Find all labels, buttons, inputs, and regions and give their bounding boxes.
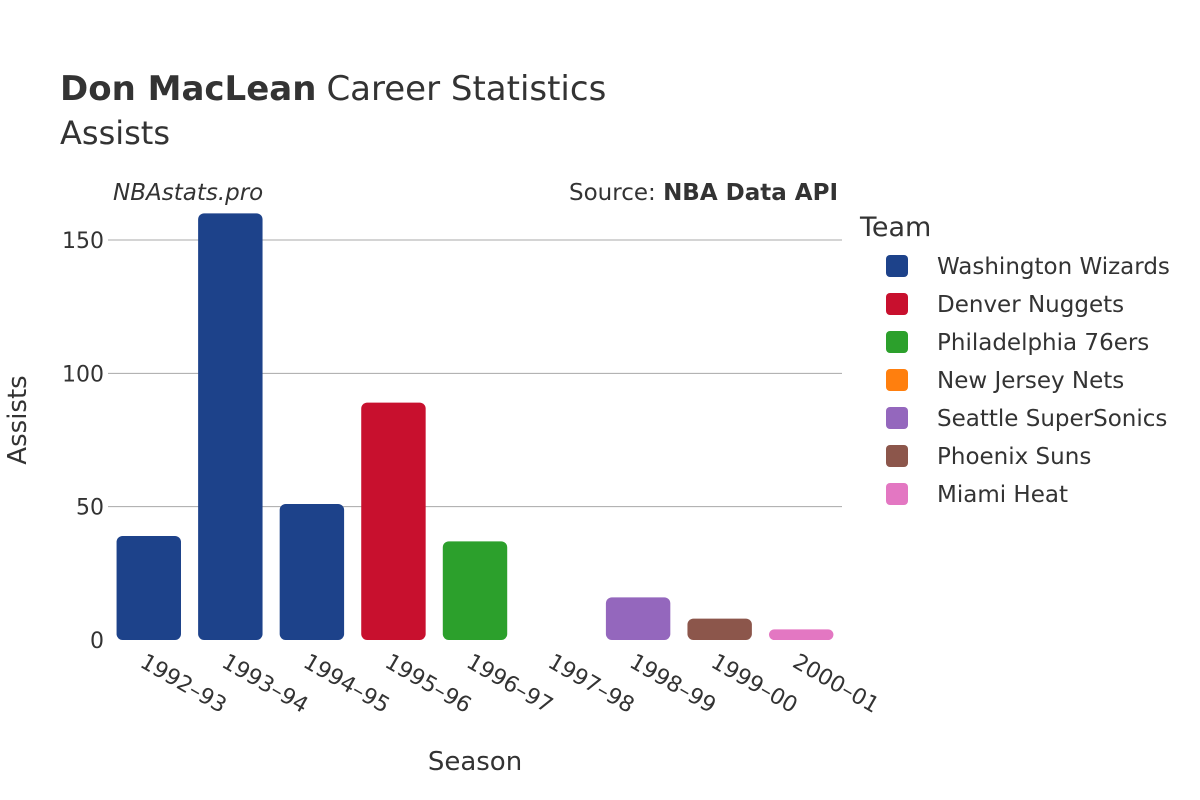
x-tick-label: 1996–97: [462, 650, 557, 719]
legend-label: New Jersey Nets: [937, 368, 1124, 394]
bar: [279, 504, 345, 640]
bars: [116, 213, 834, 641]
legend-label: Denver Nuggets: [937, 292, 1124, 318]
x-axis-title: Season: [428, 747, 522, 777]
legend-swatch: [886, 255, 908, 277]
bar: [605, 597, 671, 640]
legend-swatch: [886, 407, 908, 429]
x-tick-label: 1993–94: [217, 650, 312, 719]
title-player: Don MacLean: [60, 69, 316, 109]
chart-subtitle: Assists: [60, 114, 170, 152]
bar: [687, 618, 752, 640]
legend-swatch: [886, 445, 908, 467]
bar: [769, 629, 834, 640]
legend-swatch: [886, 293, 908, 315]
x-tick-label: 1999–00: [707, 650, 802, 719]
legend-label: Philadelphia 76ers: [937, 330, 1149, 356]
y-tick-label: 150: [62, 229, 104, 254]
y-tick-label: 100: [62, 362, 104, 387]
legend-label: Washington Wizards: [937, 254, 1170, 280]
x-tick-label: 2000–01: [788, 650, 883, 719]
y-tick-label: 50: [76, 496, 104, 521]
legend-swatch: [886, 369, 908, 391]
watermark: NBAstats.pro: [113, 180, 263, 206]
bar: [361, 402, 426, 640]
x-axis-ticks: 1992–931993–941994–951995–961996–971997–…: [136, 650, 883, 719]
x-tick-label: 1994–95: [299, 650, 394, 719]
legend-label: Phoenix Suns: [937, 444, 1091, 470]
x-tick-label: 1992–93: [136, 650, 231, 719]
source-prefix: Source:: [569, 180, 663, 206]
bar: [116, 536, 181, 640]
chart-title: Don MacLean Career Statistics: [60, 69, 606, 109]
legend-label: Seattle SuperSonics: [937, 406, 1167, 432]
bar: [442, 541, 508, 640]
title-rest: Career Statistics: [326, 69, 606, 109]
x-tick-label: 1995–96: [380, 650, 475, 719]
source-credit: Source: NBA Data API: [569, 180, 838, 206]
bar: [198, 213, 263, 641]
x-tick-label: 1998–99: [625, 650, 720, 719]
legend-title: Team: [859, 212, 931, 243]
legend-swatch: [886, 331, 908, 353]
legend-label: Miami Heat: [937, 482, 1068, 508]
y-axis-ticks: 0 50 100 150: [62, 229, 104, 654]
legend-swatch: [886, 483, 908, 505]
x-tick-label: 1997–98: [544, 650, 639, 719]
source-name: NBA Data API: [663, 180, 838, 206]
y-axis-title: Assists: [3, 375, 33, 464]
y-tick-label: 0: [90, 629, 104, 654]
legend: Team Washington Wizards Denver Nuggets Phi…: [859, 212, 1170, 508]
